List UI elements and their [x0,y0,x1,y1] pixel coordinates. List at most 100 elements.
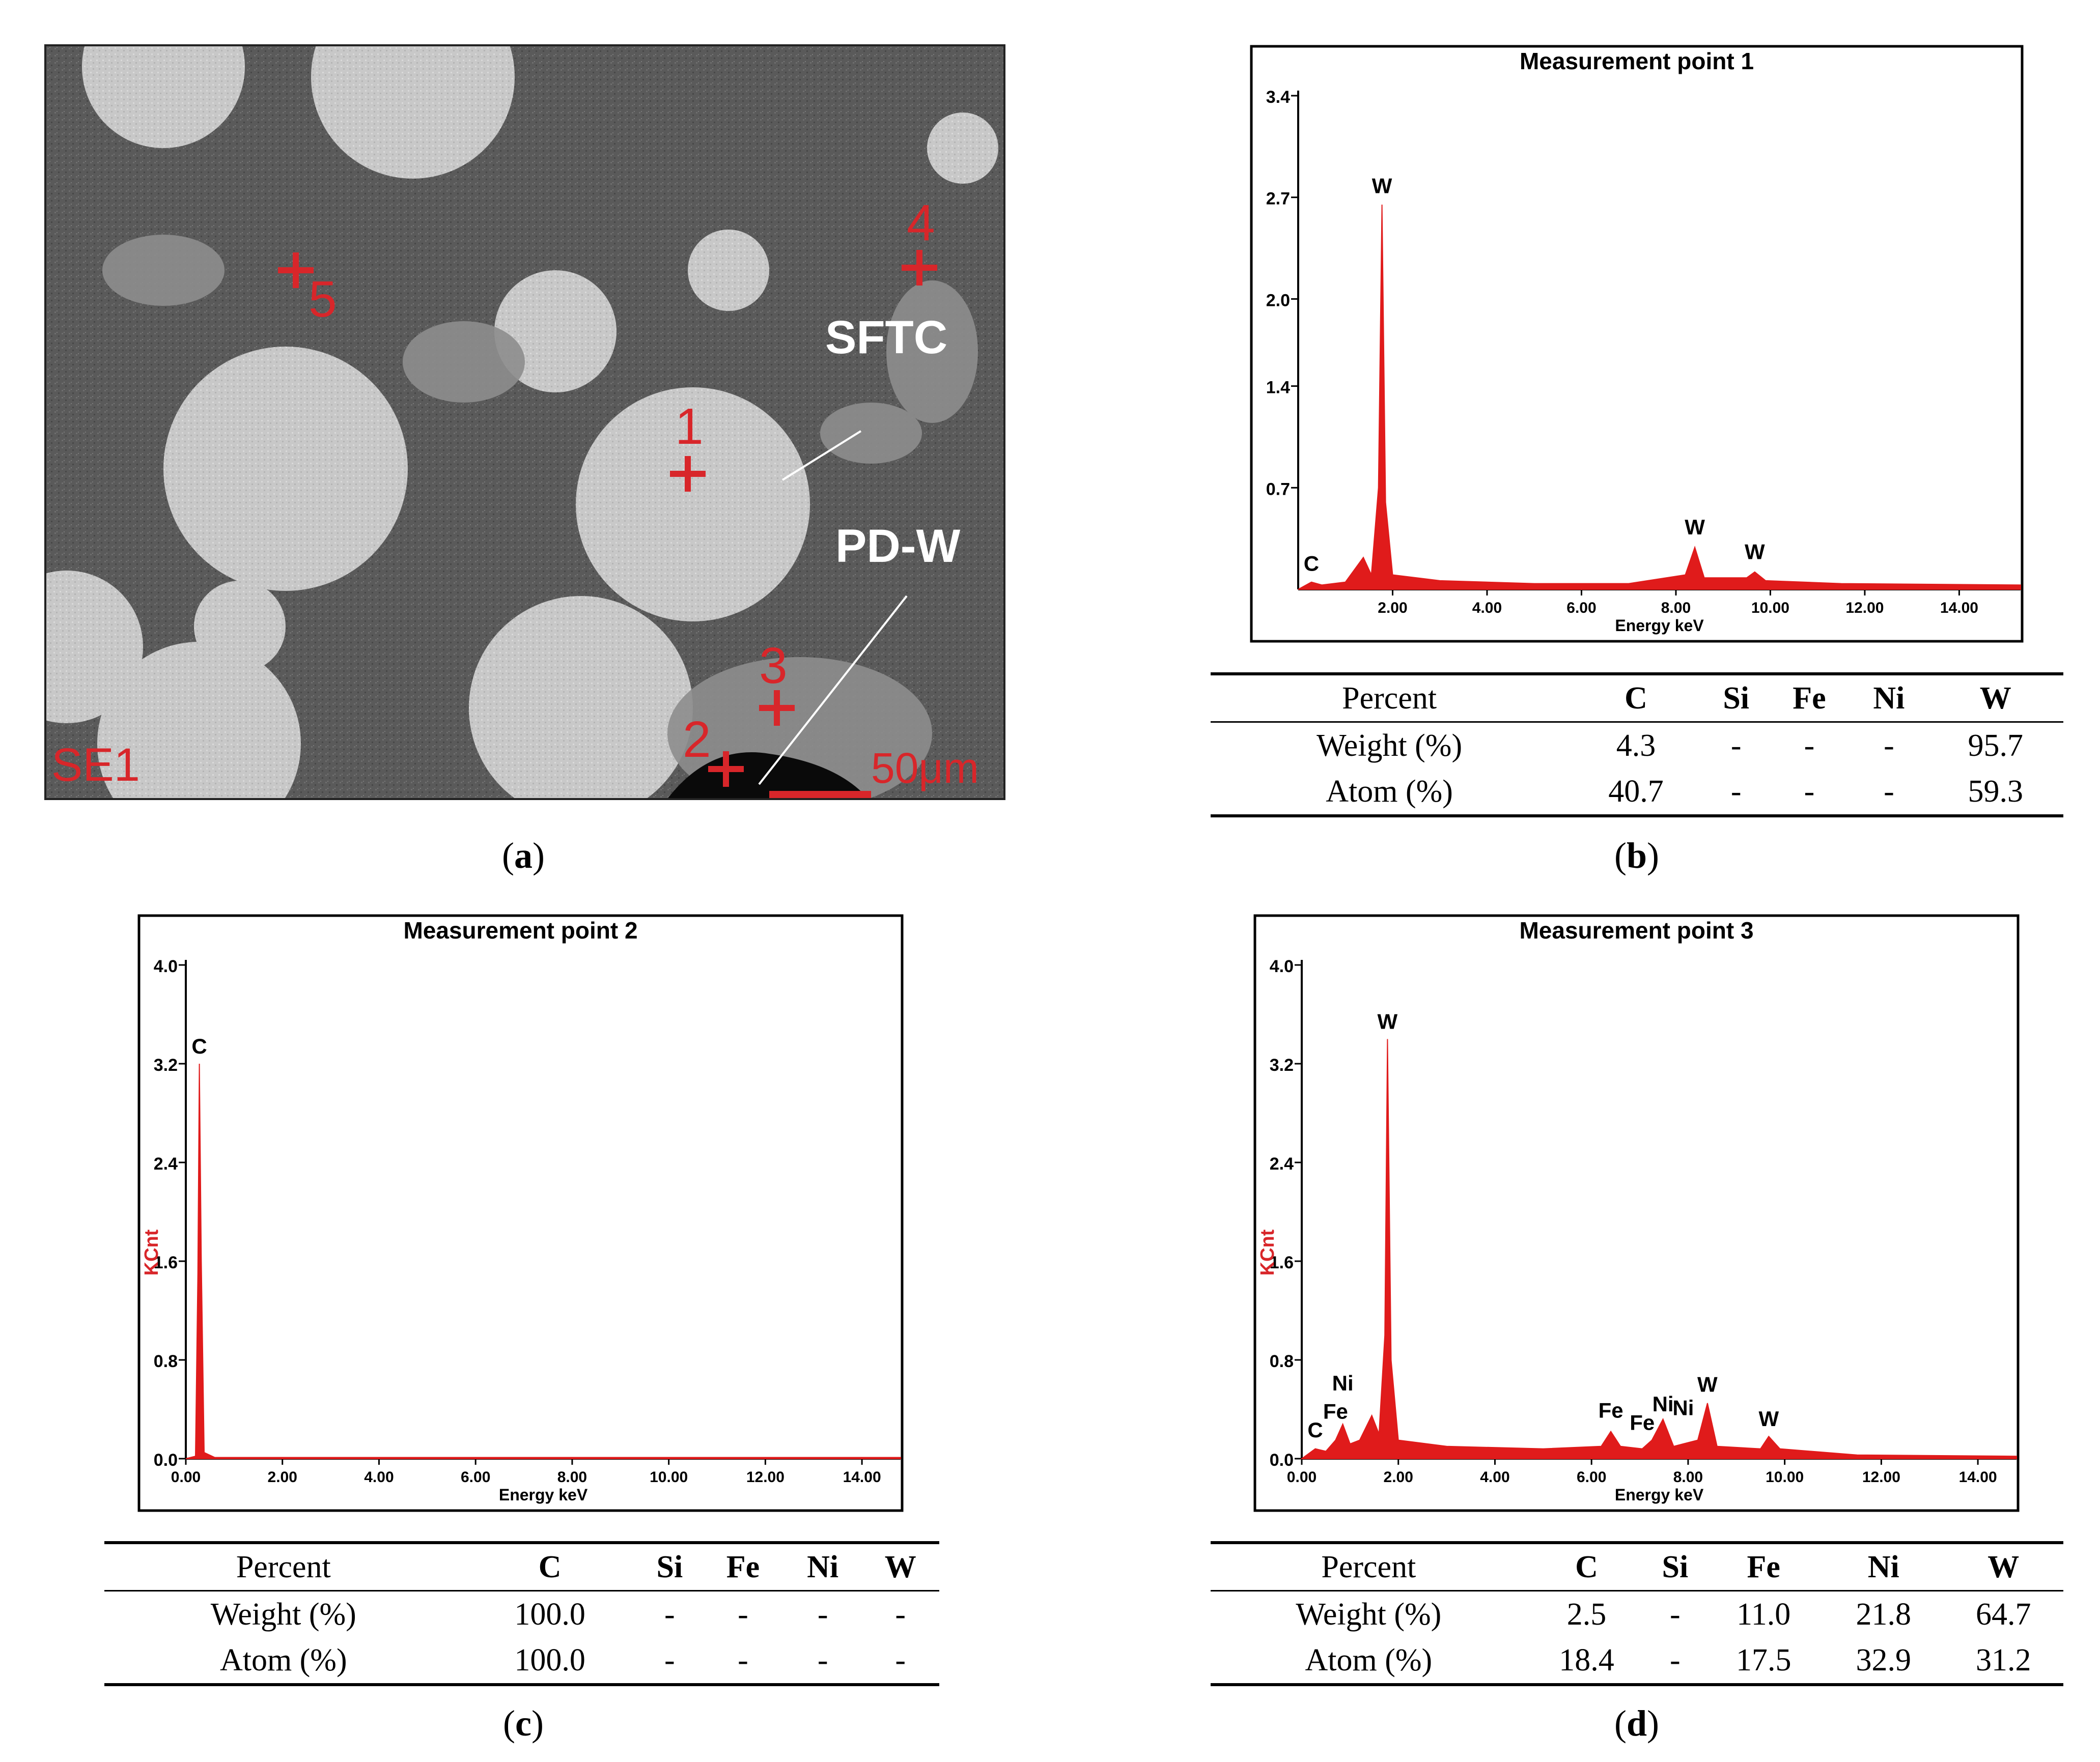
caption-a: (a) [502,835,545,876]
table-cell: - [1804,774,1815,809]
chart-frame [1250,45,2024,643]
point-3-marker [759,690,795,726]
table-cell: Weight (%) [1317,728,1463,763]
peak-label: C [1307,1418,1323,1442]
y-tick-label: 0.0 [1270,1451,1294,1470]
table-cell: - [817,1642,828,1678]
x-tick-label: 12.00 [746,1469,785,1486]
column-header-percent: Percent [236,1549,331,1584]
column-header-element: C [1625,680,1647,716]
table-cell: - [738,1642,748,1678]
table-cell: 17.5 [1735,1642,1791,1678]
table-cell: - [1670,1597,1681,1632]
point-5-marker [278,252,314,288]
peak-label: W [1745,540,1765,564]
y-tick-label: 4.0 [154,957,178,976]
scale-bar [769,791,871,798]
x-tick-label: 8.00 [1673,1469,1703,1486]
peak-label: W [1759,1407,1779,1431]
column-header-element: W [1987,1549,2020,1584]
column-header-element: C [1575,1549,1598,1584]
table-cell: - [1804,728,1815,763]
point-1-marker [670,456,706,492]
eds-table-point-2: Percent C Si Fe Ni W Weight (%) 100.0- - - - Atom (… [104,1541,939,1686]
table-cell: 64.7 [1975,1597,2031,1632]
peak-label: Ni [1332,1371,1354,1395]
table-cell: - [895,1597,906,1632]
column-header-percent: Percent [1321,1549,1416,1584]
y-tick-label: 0.0 [154,1451,178,1470]
column-header-element: C [538,1549,562,1584]
x-tick-label: 6.00 [1577,1469,1606,1486]
x-tick-label: 10.00 [650,1469,688,1486]
x-tick-label: 10.00 [1751,600,1789,616]
spectrum-series [185,1063,901,1459]
y-tick-label: 3.4 [1266,88,1290,107]
spectrum-chart-point-3: Measurement point 3 0.0 0.8 1.6 2.4 3.2 4.0 0.0… [1253,914,2020,1512]
peak-label: Ni [1653,1392,1674,1416]
y-tick-label: 0.7 [1266,479,1290,499]
peak-label: W [1378,1009,1398,1033]
peak-label: W [1697,1372,1718,1396]
sftc-label: SFTC [825,311,948,363]
pore [668,752,868,798]
x-tick-label: 2.00 [1384,1469,1413,1486]
table-row: Weight (%) 2.5 - 11.0 21.8 64.7 [1211,1591,2063,1638]
dendritic-regions [102,235,978,798]
table-cell: - [1730,774,1742,809]
column-header-percent: Percent [1342,680,1437,716]
y-tick-label: 4.0 [1270,957,1294,976]
peak-label: W [1685,515,1705,539]
y-tick-label: 1.6 [154,1253,178,1272]
column-header-element: W [1979,680,2011,716]
spectrum-svg: Measurement point 2 0.0 0.8 1.6 2.4 3.2 4.0 0.0… [137,914,904,1512]
x-tick-label: 0.00 [1287,1469,1317,1486]
x-axis-label: Energy keV [1615,1486,1704,1504]
peak-label: C [191,1034,207,1058]
table-cell: - [895,1642,906,1678]
table-cell: - [664,1642,675,1678]
peak-label: Fe [1599,1398,1623,1422]
table-cell: - [1884,774,1894,809]
table-cell: 100.0 [514,1642,585,1678]
table-header-row: Percent C Si Fe Ni W [1211,1543,2063,1591]
spectrum-series [1298,204,2021,590]
column-header-element: Fe [1793,680,1826,716]
x-tick-label: 12.00 [1862,1469,1900,1486]
x-tick-label: 14.00 [843,1469,881,1486]
x-axis-label: Energy keV [499,1486,588,1504]
y-axis-label: KCnt [141,1229,162,1275]
table-cell: Atom (%) [1305,1642,1433,1678]
scale-label: 50μm [871,744,979,792]
table-cell: 18.4 [1559,1642,1614,1678]
column-header-element: Si [1723,680,1750,716]
pdw-label: PD-W [835,520,961,572]
table-cell: Weight (%) [210,1597,356,1632]
table-cell: 4.3 [1616,728,1656,763]
x-tick-label: 4.00 [364,1469,394,1486]
x-tick-label: 8.00 [557,1469,587,1486]
carbide-particles [46,46,998,798]
pdw-leader [758,595,908,785]
table-row: Weight (%) 4.3 - - - 95.7 [1211,722,2063,769]
y-tick-label: 2.4 [1270,1154,1294,1174]
table-cell: 100.0 [514,1597,585,1632]
y-tick-label: 1.4 [1266,378,1290,397]
x-tick-label: 2.00 [268,1469,297,1486]
peak-label: Fe [1630,1411,1655,1435]
y-tick-label: 2.4 [154,1154,178,1174]
point-5-label: 5 [309,271,337,328]
column-header-element: Si [656,1549,683,1584]
table-row: Atom (%) 100.0 - - - - [104,1637,939,1685]
x-tick-label: 14.00 [1940,600,1978,616]
chart-title: Measurement point 2 [403,917,637,944]
table-cell: - [738,1597,748,1632]
table-cell: 21.8 [1856,1597,1911,1632]
x-tick-label: 6.00 [1566,600,1596,616]
point-2-label: 2 [683,711,711,768]
point-4-marker [902,250,937,286]
table-cell: 31.2 [1975,1642,2031,1678]
table-cell: 40.7 [1608,774,1664,809]
x-tick-label: 14.00 [1959,1469,1997,1486]
peak-label: Ni [1672,1396,1694,1419]
